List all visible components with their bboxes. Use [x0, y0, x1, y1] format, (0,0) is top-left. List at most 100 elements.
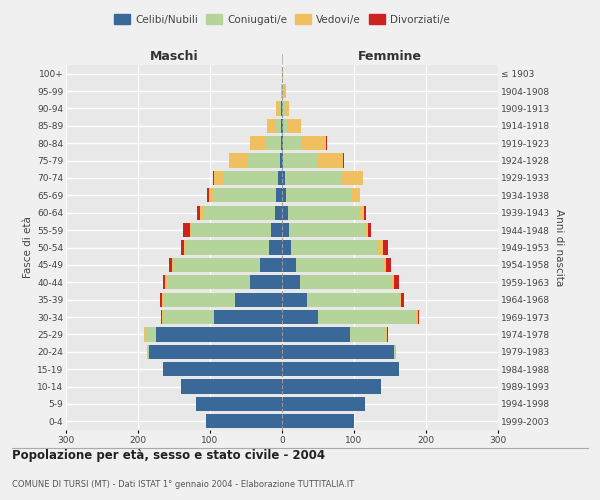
Bar: [283, 118, 289, 133]
Bar: [383, 240, 388, 254]
Bar: [362, 171, 364, 185]
Bar: [206, 414, 282, 428]
Bar: [250, 275, 282, 289]
Bar: [351, 188, 360, 202]
Bar: [394, 344, 397, 359]
Bar: [213, 188, 276, 202]
Bar: [167, 275, 250, 289]
Bar: [318, 154, 343, 168]
Bar: [386, 258, 391, 272]
Bar: [174, 258, 260, 272]
Text: COMUNE DI TURSI (MT) - Dati ISTAT 1° gennaio 2004 - Elaborazione TUTTITALIA.IT: COMUNE DI TURSI (MT) - Dati ISTAT 1° gen…: [12, 480, 354, 489]
Bar: [281, 102, 282, 116]
Bar: [418, 310, 419, 324]
Bar: [144, 328, 145, 342]
Bar: [163, 310, 214, 324]
Bar: [282, 223, 289, 237]
Bar: [360, 188, 361, 202]
Bar: [282, 136, 283, 150]
Bar: [281, 84, 282, 98]
Bar: [282, 84, 283, 98]
Bar: [282, 362, 398, 376]
Bar: [392, 275, 394, 289]
Bar: [341, 171, 362, 185]
Bar: [192, 223, 271, 237]
Bar: [394, 275, 398, 289]
Bar: [377, 240, 383, 254]
Bar: [282, 66, 283, 81]
Bar: [282, 171, 285, 185]
Bar: [318, 310, 415, 324]
Bar: [250, 136, 265, 150]
Bar: [276, 188, 282, 202]
Bar: [280, 154, 282, 168]
Bar: [343, 154, 344, 168]
Bar: [214, 310, 282, 324]
Bar: [276, 102, 279, 116]
Bar: [160, 292, 162, 307]
Bar: [282, 240, 290, 254]
Bar: [307, 292, 400, 307]
Bar: [283, 154, 318, 168]
Bar: [350, 328, 386, 342]
Bar: [365, 223, 368, 237]
Bar: [285, 171, 341, 185]
Bar: [400, 292, 401, 307]
Bar: [282, 328, 350, 342]
Bar: [247, 154, 280, 168]
Bar: [282, 206, 288, 220]
Bar: [282, 397, 365, 411]
Bar: [278, 171, 282, 185]
Bar: [415, 310, 418, 324]
Bar: [184, 223, 190, 237]
Bar: [181, 380, 282, 394]
Bar: [301, 136, 326, 150]
Bar: [200, 206, 203, 220]
Bar: [300, 275, 392, 289]
Bar: [161, 310, 163, 324]
Bar: [282, 344, 394, 359]
Bar: [149, 344, 282, 359]
Bar: [283, 84, 286, 98]
Bar: [184, 240, 186, 254]
Bar: [271, 223, 282, 237]
Bar: [296, 258, 384, 272]
Bar: [260, 258, 282, 272]
Bar: [162, 292, 163, 307]
Bar: [282, 118, 283, 133]
Bar: [282, 380, 382, 394]
Bar: [279, 102, 281, 116]
Bar: [146, 344, 149, 359]
Bar: [186, 240, 269, 254]
Bar: [163, 292, 235, 307]
Bar: [224, 171, 278, 185]
Bar: [275, 118, 281, 133]
Bar: [360, 206, 364, 220]
Bar: [282, 102, 285, 116]
Bar: [282, 414, 354, 428]
Y-axis label: Fasce di età: Fasce di età: [23, 216, 33, 278]
Bar: [169, 258, 172, 272]
Text: Maschi: Maschi: [149, 50, 199, 62]
Bar: [214, 171, 224, 185]
Legend: Celibi/Nubili, Coniugati/e, Vedovi/e, Divorziati/e: Celibi/Nubili, Coniugati/e, Vedovi/e, Di…: [110, 10, 454, 29]
Bar: [386, 328, 387, 342]
Bar: [197, 206, 200, 220]
Bar: [286, 188, 351, 202]
Bar: [145, 328, 156, 342]
Bar: [235, 292, 282, 307]
Bar: [290, 240, 377, 254]
Bar: [282, 275, 300, 289]
Bar: [384, 258, 386, 272]
Bar: [282, 292, 307, 307]
Bar: [368, 223, 371, 237]
Bar: [181, 240, 184, 254]
Bar: [289, 223, 365, 237]
Bar: [275, 206, 282, 220]
Text: Popolazione per età, sesso e stato civile - 2004: Popolazione per età, sesso e stato civil…: [12, 450, 325, 462]
Bar: [203, 206, 275, 220]
Bar: [267, 118, 275, 133]
Bar: [283, 136, 301, 150]
Bar: [166, 275, 167, 289]
Bar: [281, 136, 282, 150]
